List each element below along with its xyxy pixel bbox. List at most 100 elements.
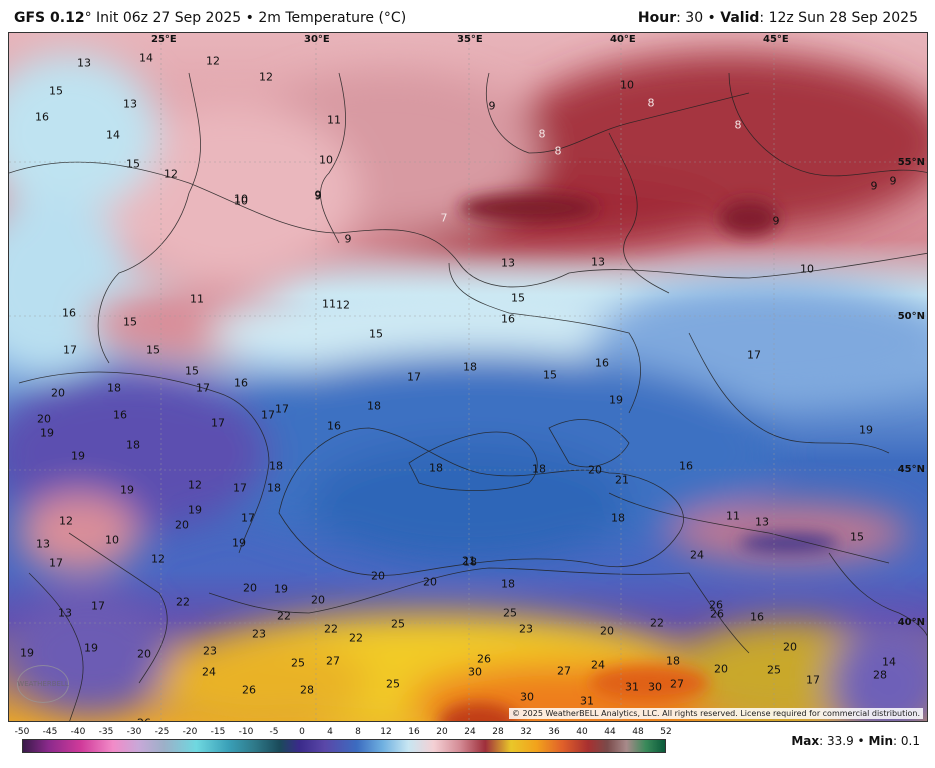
temperature-label: 18 xyxy=(532,462,546,476)
legend-tick-label: -30 xyxy=(126,727,142,737)
temperature-label: 19 xyxy=(120,483,134,497)
lon-label-40e: 40°E xyxy=(610,34,636,45)
temperature-label: 26 xyxy=(242,683,256,697)
color-legend: -50 -45 -40 -35 -30 -25 -20 -15 -10 -5 0 4 8 12 16 20 24… xyxy=(15,727,672,767)
temperature-label: 13 xyxy=(58,606,72,620)
temperature-label: 16 xyxy=(679,459,693,473)
temperature-label: 15 xyxy=(146,343,160,357)
temperature-label: 17 xyxy=(275,402,289,416)
temperature-label: 15 xyxy=(185,364,199,378)
temperature-label: 19 xyxy=(609,393,623,407)
temperature-label: 11 xyxy=(327,113,341,127)
temperature-label: 22 xyxy=(277,609,291,623)
temperature-label: 16 xyxy=(35,110,49,124)
temperature-label: 8 xyxy=(554,144,562,158)
temperature-label: 18 xyxy=(611,511,625,525)
temperature-label: 9 xyxy=(314,188,322,202)
temperature-label: 30 xyxy=(648,680,662,694)
temperature-label: 20 xyxy=(137,647,151,661)
legend-tick-label: 32 xyxy=(520,727,532,737)
temperature-label: 17 xyxy=(261,408,275,422)
temperature-label: 9 xyxy=(344,232,352,246)
temperature-label: 13 xyxy=(123,97,137,111)
temperature-label: 17 xyxy=(211,416,225,430)
temperature-label: 17 xyxy=(49,556,63,570)
temperature-label: 25 xyxy=(503,606,517,620)
temperature-label: 19 xyxy=(20,646,34,660)
model-title: GFS 0.12° Init 06z 27 Sep 2025 • 2m Temp… xyxy=(14,10,407,26)
legend-tick-label: -5 xyxy=(269,727,279,737)
temperature-label: 20 xyxy=(37,412,51,426)
legend-colorbar xyxy=(22,739,666,753)
temperature-label: 16 xyxy=(327,419,341,433)
temperature-label: 24 xyxy=(202,665,216,679)
temperature-label: 9 xyxy=(488,99,496,113)
temperature-label: 10 xyxy=(234,194,248,208)
temperature-label: 13 xyxy=(36,537,50,551)
temperature-label: 18 xyxy=(126,438,140,452)
temperature-label: 14 xyxy=(882,655,896,669)
temperature-label: 12 xyxy=(188,478,202,492)
lat-label-45n: 45°N xyxy=(897,464,925,475)
temperature-label: 15 xyxy=(543,368,557,382)
temperature-map[interactable]: 25°E 30°E 35°E 40°E 45°E 55°N 50°N 45°N … xyxy=(8,32,928,722)
temperature-label: 19 xyxy=(859,423,873,437)
temperature-label: 24 xyxy=(591,658,605,672)
temperature-label: 13 xyxy=(591,255,605,269)
temperature-label: 20 xyxy=(783,640,797,654)
temperature-label: 20 xyxy=(600,624,614,638)
legend-tick-label: 52 xyxy=(660,727,672,737)
temperature-label: 18 xyxy=(107,381,121,395)
temperature-label: 28 xyxy=(300,683,314,697)
temperature-label: 19 xyxy=(274,582,288,596)
temperature-label: 25 xyxy=(291,656,305,670)
temperature-label: 27 xyxy=(557,664,571,678)
legend-tick-label: -45 xyxy=(42,727,58,737)
legend-tick-label: 16 xyxy=(408,727,420,737)
temperature-label: 26 xyxy=(710,607,724,621)
temperature-label: 18 xyxy=(267,481,281,495)
temperature-label: 11 xyxy=(190,292,204,306)
temperature-label: 22 xyxy=(650,616,664,630)
header-bar: GFS 0.12° Init 06z 27 Sep 2025 • 2m Temp… xyxy=(0,0,935,32)
max-min-stats: Max: 33.9 • Min: 0.1 xyxy=(791,734,920,748)
lon-label-45e: 45°E xyxy=(763,34,789,45)
temperature-label: 16 xyxy=(501,312,515,326)
temperature-label: 22 xyxy=(349,631,363,645)
temperature-label: 22 xyxy=(176,595,190,609)
temperature-label: 17 xyxy=(806,673,820,687)
temperature-label: 27 xyxy=(326,654,340,668)
temperature-label: 17 xyxy=(63,343,77,357)
temperature-label: 8 xyxy=(647,96,655,110)
temperature-label: 17 xyxy=(196,381,210,395)
legend-tick-label: 28 xyxy=(492,727,504,737)
temperature-label: 21 xyxy=(615,473,629,487)
legend-tick-label: 0 xyxy=(299,727,305,737)
legend-tick-label: 4 xyxy=(327,727,333,737)
temperature-label: 19 xyxy=(232,536,246,550)
temperature-label: 17 xyxy=(233,481,247,495)
temperature-label: 26 xyxy=(709,598,723,612)
lon-label-25e: 25°E xyxy=(151,34,177,45)
lat-label-40n: 40°N xyxy=(897,617,925,628)
temperature-label: 15 xyxy=(369,327,383,341)
temperature-label: 11 xyxy=(726,509,740,523)
temperature-label: 15 xyxy=(850,530,864,544)
temperature-label: 30 xyxy=(468,665,482,679)
temperature-label: 26 xyxy=(137,718,151,722)
temperature-label: 12 xyxy=(206,54,220,68)
legend-tick-label: 36 xyxy=(548,727,560,737)
temperature-label: 10 xyxy=(105,533,119,547)
temperature-label: 31 xyxy=(580,694,594,708)
temperature-label: 10 xyxy=(319,153,333,167)
legend-tick-label: -35 xyxy=(98,727,114,737)
temperature-label: 8 xyxy=(734,118,742,132)
temperature-label: 22 xyxy=(324,622,338,636)
temperature-label: 25 xyxy=(391,617,405,631)
temperature-label: 15 xyxy=(49,84,63,98)
temperature-label: 19 xyxy=(188,503,202,517)
temperature-label: 10 xyxy=(620,78,634,92)
temperature-label: 17 xyxy=(91,599,105,613)
temperature-label: 26 xyxy=(477,652,491,666)
temperature-label: 10 xyxy=(234,192,248,206)
